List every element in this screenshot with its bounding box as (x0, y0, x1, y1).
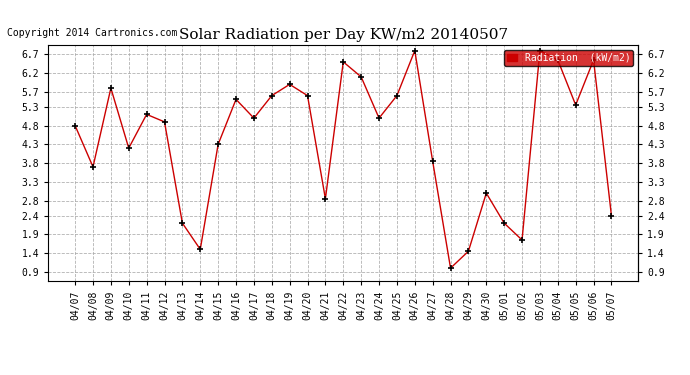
Text: Copyright 2014 Cartronics.com: Copyright 2014 Cartronics.com (7, 27, 177, 38)
Title: Solar Radiation per Day KW/m2 20140507: Solar Radiation per Day KW/m2 20140507 (179, 28, 508, 42)
Legend: Radiation  (kW/m2): Radiation (kW/m2) (504, 50, 633, 66)
